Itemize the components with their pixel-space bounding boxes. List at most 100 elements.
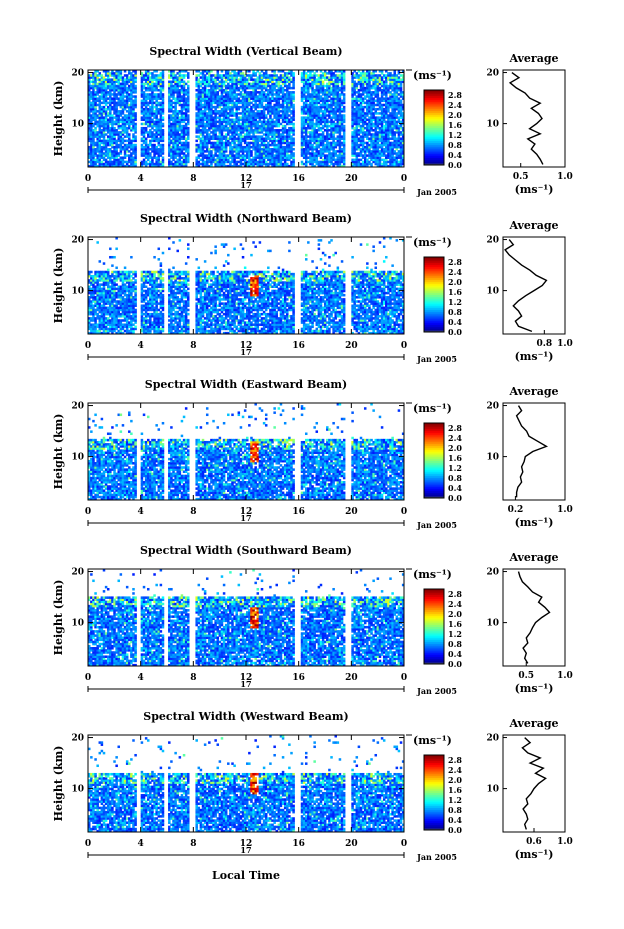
heatmap-cell [218,154,222,157]
heatmap-cell [286,105,289,109]
heatmap-cell [273,103,276,107]
heatmap-cell [111,116,114,119]
heatmap-cell [168,93,171,96]
heatmap-cell [235,97,238,100]
heatmap-cell [132,160,135,164]
heatmap-cell [359,126,363,130]
heatmap-cell [182,156,186,159]
heatmap-cell [90,145,93,149]
heatmap-cell [368,70,371,73]
heatmap-cell [243,154,247,157]
heatmap-cell [233,86,236,90]
heatmap-cell [290,86,293,90]
heatmap-cell [376,156,380,159]
heatmap-cell [269,156,272,159]
heatmap-cell [353,112,356,115]
heatmap-cell [182,97,186,100]
heatmap-cell [338,150,342,153]
heatmap-cell [111,84,114,88]
heatmap-cell [128,84,131,88]
heatmap-cell [161,99,165,103]
heatmap-cell [359,72,363,75]
heatmap-cell [115,101,118,105]
heatmap-cell [363,101,367,105]
heatmap-cell [267,126,270,130]
heatmap-cell [311,126,314,130]
heatmap-cell [178,160,182,164]
heatmap-cell [233,97,236,100]
heatmap-cell [125,93,129,96]
heatmap-cell [195,148,198,151]
heatmap-cell [184,143,188,147]
heatmap-cell [115,84,118,88]
heatmap-cell [321,135,325,138]
heatmap-cell [153,162,156,166]
heatmap-cell [292,78,295,81]
heatmap-cell [332,97,335,100]
heatmap-cell [328,124,331,128]
heatmap-cell [176,152,179,155]
heatmap-cell [212,86,215,90]
heatmap-cell [248,76,251,79]
heatmap-cell [256,160,260,164]
heatmap-cell [210,86,213,90]
heatmap-cell [205,105,209,109]
heatmap-cell [102,107,106,111]
heatmap-cell [96,93,99,96]
heatmap-cell [361,86,365,90]
heatmap-cell [123,101,127,105]
heatmap-cell [311,103,314,107]
heatmap-cell [205,101,209,105]
heatmap-cell [254,118,257,122]
heatmap-cell [334,97,337,100]
heatmap-cell [155,148,158,151]
heatmap-cell [315,91,319,94]
heatmap-cell [258,101,262,105]
heatmap-cell [241,116,245,119]
heatmap-cell [338,135,342,138]
heatmap-cell [250,74,253,77]
heatmap-cell [227,93,230,96]
heatmap-cell [92,72,95,75]
heatmap-cell [338,103,342,107]
heatmap-cell [281,91,285,94]
heatmap-cell [231,107,234,111]
heatmap-cell [229,107,232,111]
heatmap-cell [300,152,304,155]
heatmap-cell [239,76,243,79]
heatmap-cell [197,118,201,122]
heatmap-cell [128,126,131,130]
heatmap-cell [201,78,205,81]
heatmap-cell [157,143,161,147]
heatmap-cell [210,91,213,94]
heatmap-cell [132,116,135,119]
heatmap-cell [203,164,207,168]
heatmap-cell [334,110,337,113]
heatmap-cell [262,93,266,96]
heatmap-cell [184,103,188,107]
heatmap-cell [180,148,184,151]
heatmap-cell [277,110,281,113]
heatmap-cell [328,105,331,109]
heatmap-cell [161,122,165,126]
heatmap-cell [380,126,384,130]
heatmap-cell [218,86,222,90]
heatmap-cell [119,152,123,155]
heatmap-cell [260,164,264,168]
heatmap-cell [199,88,203,92]
heatmap-cell [307,107,310,111]
heatmap-cell [361,139,365,143]
heatmap-cell [311,99,314,103]
heatmap-cell [315,141,319,145]
heatmap-cell [370,150,373,153]
heatmap-cell [326,107,329,111]
heatmap-cell [220,137,224,140]
heatmap-cell [121,95,125,98]
heatmap-cell [332,91,335,94]
heatmap-cell [361,84,365,88]
heatmap-cell [313,95,316,98]
heatmap-cell [170,164,173,168]
heatmap-cell [330,88,333,92]
heatmap-cell [304,72,308,75]
heatmap-cell [378,162,382,166]
